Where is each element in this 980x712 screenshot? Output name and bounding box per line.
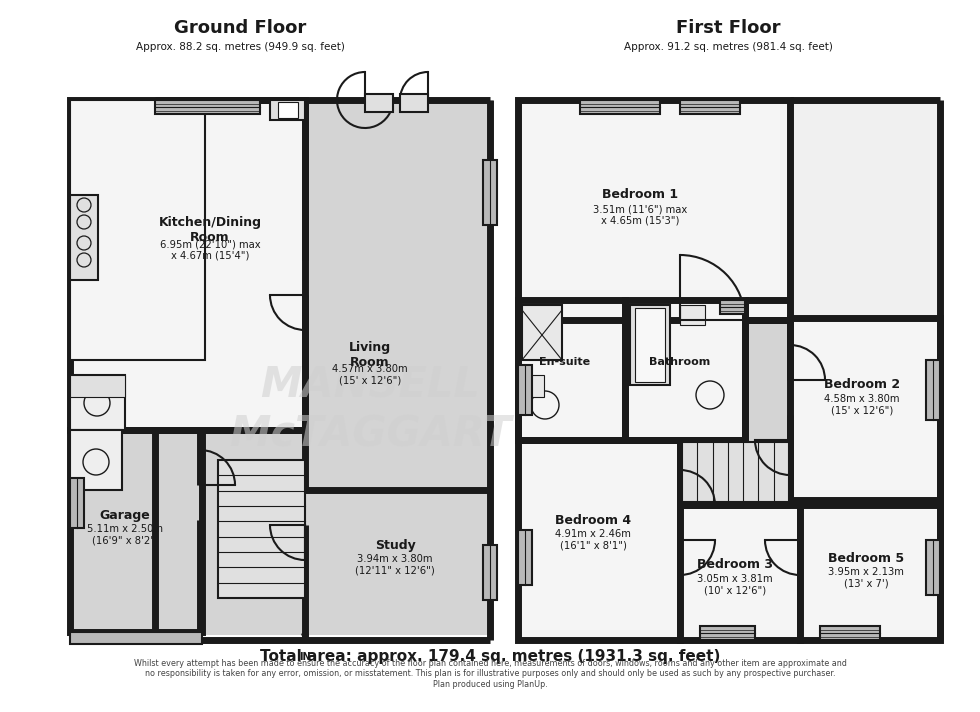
- Bar: [790, 318, 940, 500]
- Text: Bathroom: Bathroom: [650, 357, 710, 367]
- Bar: [625, 300, 745, 440]
- Bar: [522, 375, 544, 397]
- Text: Living
Room: Living Room: [349, 341, 391, 369]
- Bar: [70, 430, 122, 490]
- Bar: [70, 478, 84, 528]
- Text: Bedroom 4: Bedroom 4: [555, 513, 631, 526]
- Bar: [635, 308, 665, 382]
- Text: 3.95m x 2.13m
(13' x 7'): 3.95m x 2.13m (13' x 7'): [828, 567, 904, 589]
- Bar: [682, 442, 789, 502]
- Text: 5.11m x 2.50m
(16'9" x 8'2"): 5.11m x 2.50m (16'9" x 8'2"): [87, 524, 163, 546]
- Bar: [680, 505, 800, 640]
- Text: Approx. 91.2 sq. metres (981.4 sq. feet): Approx. 91.2 sq. metres (981.4 sq. feet): [623, 42, 832, 52]
- Bar: [720, 300, 745, 314]
- Bar: [70, 375, 125, 397]
- Text: Bedroom 5: Bedroom 5: [828, 552, 905, 565]
- Text: First Floor: First Floor: [676, 19, 780, 37]
- Bar: [70, 632, 202, 644]
- Text: Garage: Garage: [100, 508, 150, 521]
- Bar: [820, 626, 880, 640]
- Bar: [155, 100, 493, 635]
- Text: Ground Floor: Ground Floor: [173, 19, 306, 37]
- Bar: [70, 430, 202, 632]
- Text: En-suite: En-suite: [539, 357, 591, 367]
- Bar: [400, 94, 428, 112]
- Bar: [680, 305, 705, 325]
- Bar: [483, 545, 497, 600]
- Text: 6.95m (22'10") max
x 4.67m (15'4"): 6.95m (22'10") max x 4.67m (15'4"): [160, 239, 261, 261]
- Text: 3.05m x 3.81m
(10' x 12'6"): 3.05m x 3.81m (10' x 12'6"): [697, 574, 773, 596]
- Text: 3.94m x 3.80m
(12'11" x 12'6"): 3.94m x 3.80m (12'11" x 12'6"): [355, 554, 435, 576]
- Text: 4.57m x 3.80m
(15' x 12'6"): 4.57m x 3.80m (15' x 12'6"): [332, 365, 408, 386]
- Bar: [518, 530, 532, 585]
- Bar: [926, 360, 940, 420]
- Text: Bedroom 2: Bedroom 2: [824, 379, 900, 392]
- Bar: [926, 540, 940, 595]
- Text: Whilst every attempt has been made to ensure the accuracy of the floor plan cont: Whilst every attempt has been made to en…: [133, 659, 847, 689]
- Bar: [518, 100, 790, 320]
- Bar: [278, 102, 298, 118]
- Bar: [70, 100, 305, 430]
- Text: 3.51m (11'6") max
x 4.65m (15'3"): 3.51m (11'6") max x 4.65m (15'3"): [593, 204, 687, 226]
- Text: Bedroom 1: Bedroom 1: [602, 189, 678, 201]
- Bar: [518, 300, 625, 440]
- Text: Study: Study: [374, 538, 416, 552]
- Text: 4.91m x 2.46m
(16'1" x 8'1"): 4.91m x 2.46m (16'1" x 8'1"): [555, 529, 631, 551]
- Bar: [270, 100, 305, 120]
- Bar: [800, 505, 940, 640]
- Bar: [680, 100, 740, 114]
- Bar: [218, 460, 305, 598]
- Bar: [70, 100, 205, 360]
- Bar: [483, 160, 497, 225]
- Text: MANSELL
McTAGGART: MANSELL McTAGGART: [228, 365, 512, 455]
- Bar: [522, 305, 562, 360]
- Bar: [518, 365, 532, 415]
- Bar: [580, 100, 660, 114]
- Text: Bedroom 3: Bedroom 3: [697, 558, 773, 572]
- Bar: [630, 305, 670, 385]
- Bar: [518, 440, 680, 640]
- Bar: [365, 94, 393, 112]
- Text: 4.58m x 3.80m
(15' x 12'6"): 4.58m x 3.80m (15' x 12'6"): [824, 394, 900, 416]
- Bar: [155, 100, 260, 114]
- Bar: [70, 195, 98, 280]
- Text: Approx. 88.2 sq. metres (949.9 sq. feet): Approx. 88.2 sq. metres (949.9 sq. feet): [135, 42, 344, 52]
- Bar: [518, 100, 938, 640]
- Text: Total area: approx. 179.4 sq. metres (1931.3 sq. feet): Total area: approx. 179.4 sq. metres (19…: [260, 649, 720, 664]
- Text: IN: IN: [299, 652, 311, 662]
- Bar: [70, 375, 125, 430]
- Bar: [790, 100, 938, 318]
- Text: Kitchen/Dining
Room: Kitchen/Dining Room: [159, 216, 262, 244]
- Bar: [700, 626, 755, 640]
